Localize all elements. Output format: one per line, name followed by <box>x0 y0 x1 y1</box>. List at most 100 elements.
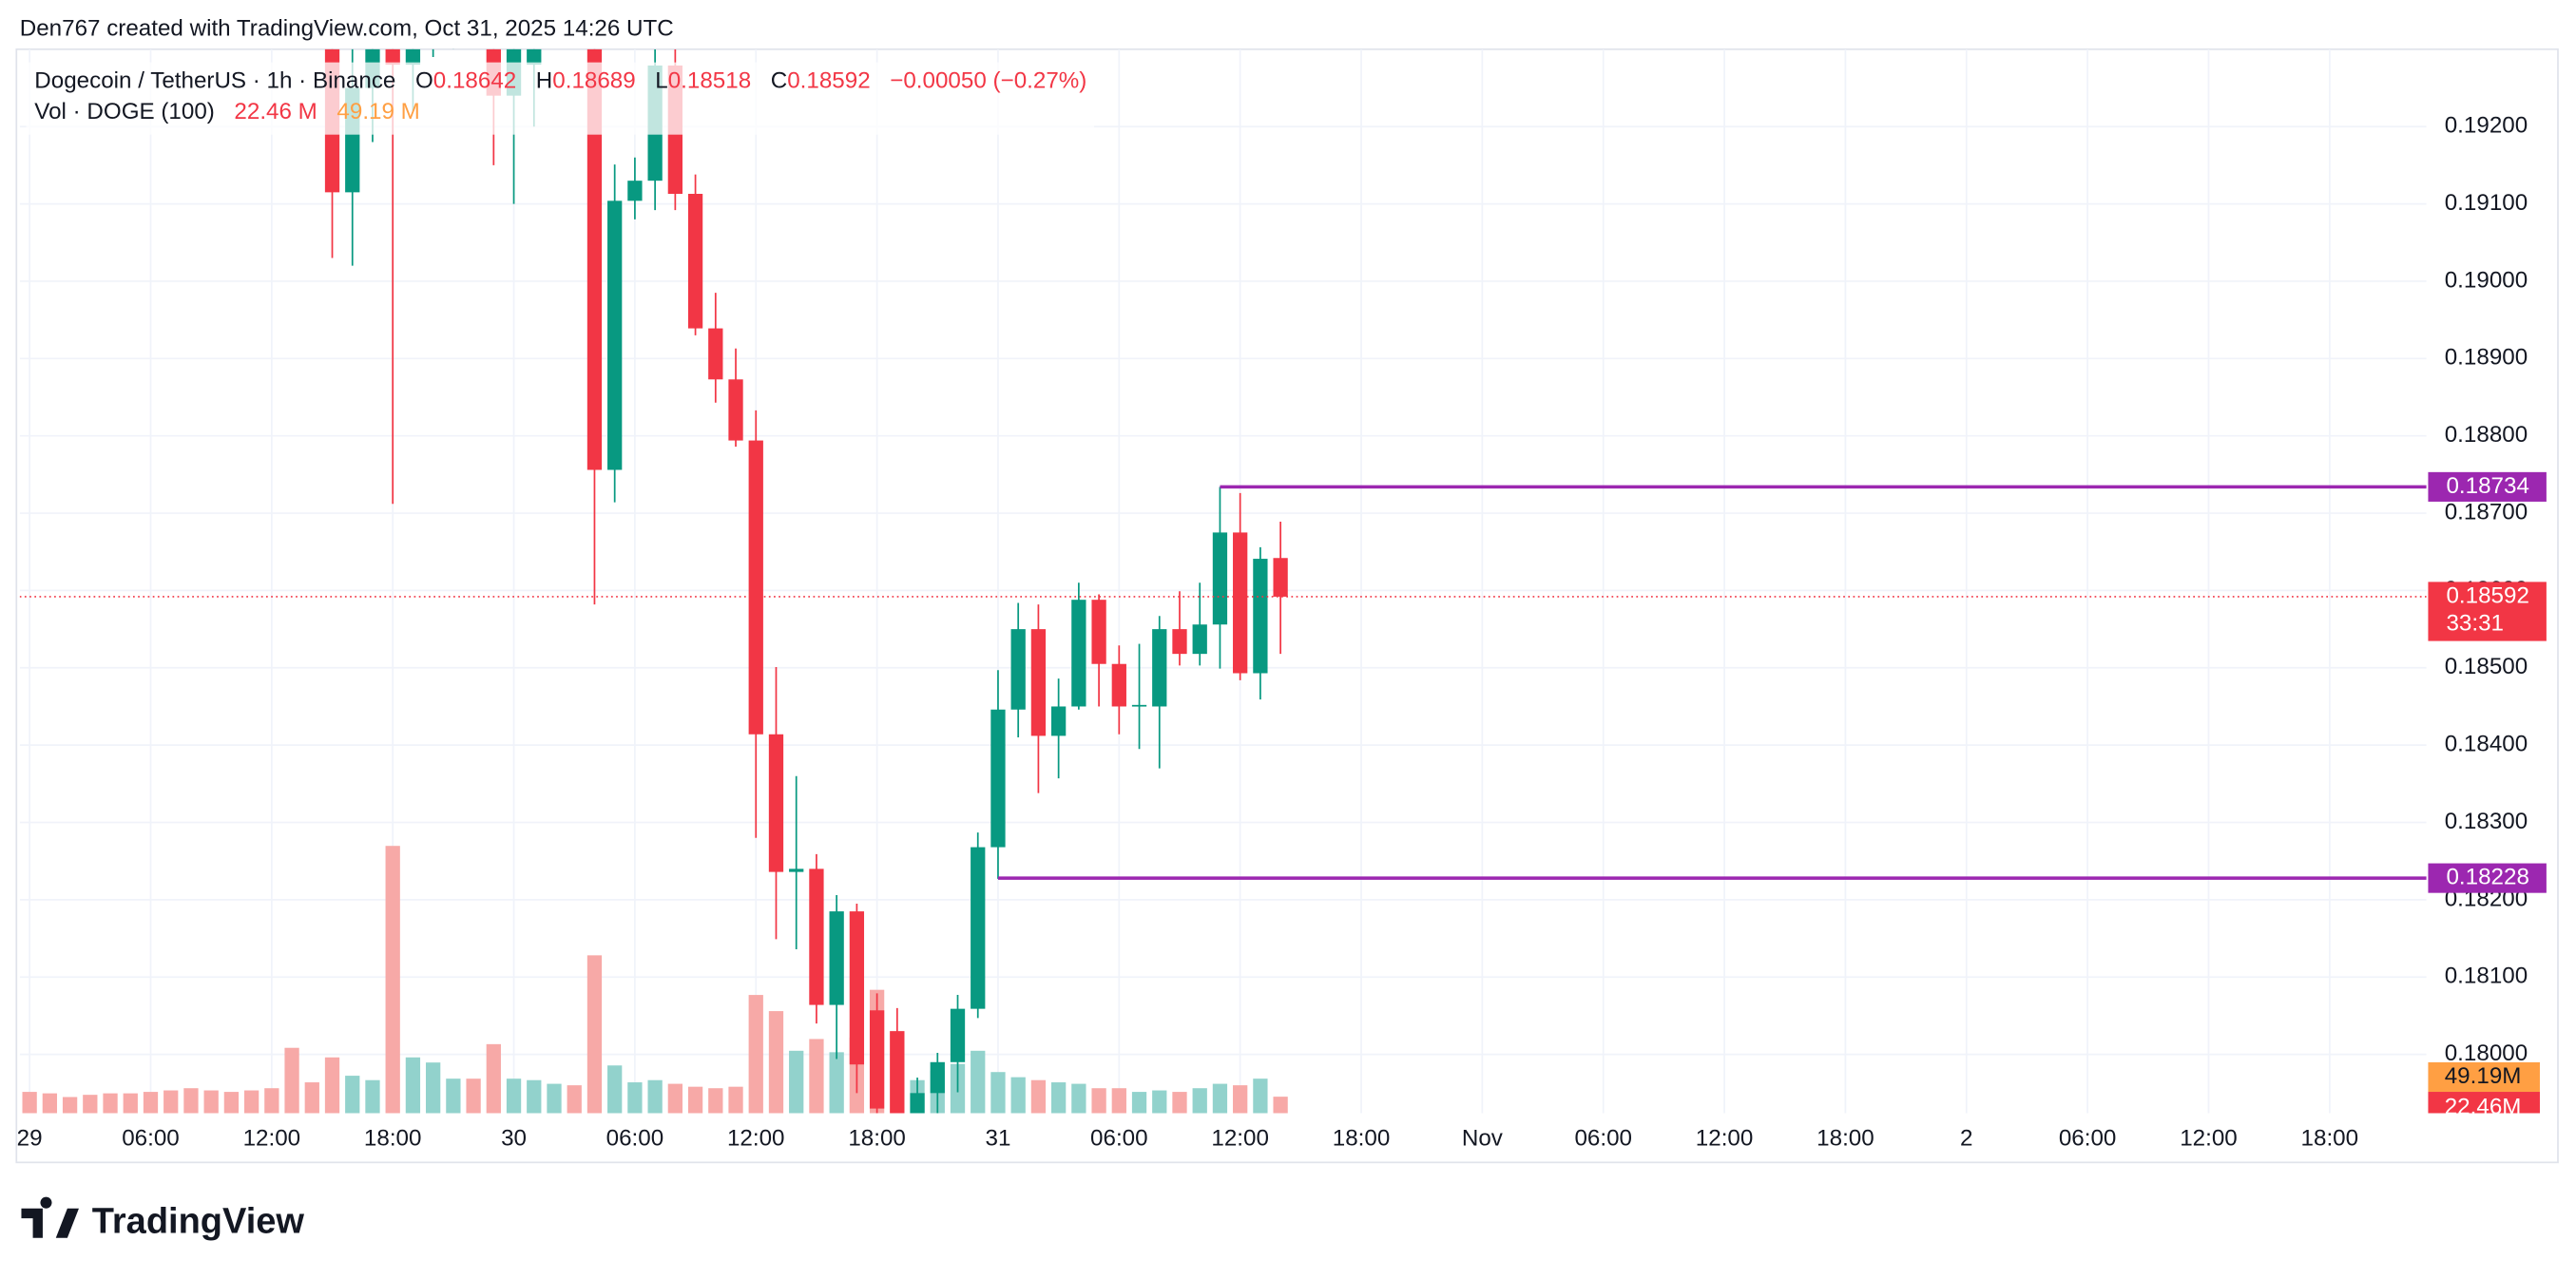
candle-body <box>1030 629 1047 736</box>
volume-tag-label: 22.46M <box>2445 1095 2522 1120</box>
candle-body <box>1131 704 1147 707</box>
candle-body <box>789 869 804 872</box>
symbol-title: Dogecoin / TetherUS · 1h · Binance <box>34 68 395 94</box>
candle-body <box>728 379 743 441</box>
volume-bar <box>708 1088 723 1114</box>
x-tick-label: 18:00 <box>364 1126 422 1152</box>
volume-bar <box>1030 1079 1047 1114</box>
volume-bar <box>506 1079 522 1114</box>
volume-bar <box>385 846 400 1114</box>
volume-bar <box>22 1092 37 1114</box>
volume-ma-tag <box>2428 1061 2540 1093</box>
volume-bar <box>829 1052 844 1114</box>
volume-bar <box>486 1043 501 1114</box>
candle-body <box>586 48 603 470</box>
x-tick-label: 29 <box>17 1126 43 1152</box>
volume-bar <box>1192 1088 1207 1114</box>
x-tick-label: 12:00 <box>1211 1126 1269 1152</box>
candle-body <box>547 0 561 10</box>
volume-bar <box>971 1050 986 1114</box>
volume-bar <box>687 1086 703 1114</box>
x-tick-label: 12:00 <box>2180 1126 2238 1152</box>
volume-bar <box>809 1039 824 1114</box>
x-tick-label: 18:00 <box>848 1126 906 1152</box>
volume-bar <box>264 1088 279 1114</box>
candle-body <box>829 911 844 1005</box>
volume-bar <box>365 1079 380 1114</box>
volume-bar <box>183 1088 199 1114</box>
change: −0.00050 (−0.27%) <box>890 68 1086 94</box>
ohlc-key: H <box>536 68 552 94</box>
volume-title: Vol · DOGE (100) <box>34 100 215 125</box>
volume-bar <box>123 1093 138 1114</box>
candle-body <box>930 1061 945 1094</box>
candle-body <box>1172 629 1187 655</box>
volume-bar <box>1152 1090 1167 1114</box>
volume-bar <box>345 1076 360 1114</box>
x-tick-label: 18:00 <box>2301 1126 2359 1152</box>
y-tick-label: 0.18700 <box>2445 499 2528 525</box>
axes: 29 06:00 12:00 18:00 30 06:00 12:00 18:00 31 06:0… <box>17 113 2547 1152</box>
price-tag-label: 0.18734 <box>2446 473 2528 499</box>
candle-body <box>869 1010 885 1109</box>
logo: TradingView <box>21 1196 304 1241</box>
y-tick-label: 0.18400 <box>2445 732 2528 757</box>
candle-body <box>708 328 723 380</box>
volume-bar <box>163 1090 179 1114</box>
ohlc-value: 0.18642 <box>433 68 516 94</box>
y-tick-label: 0.18900 <box>2445 345 2528 371</box>
candle-body <box>1091 600 1106 664</box>
volume-bar <box>1131 1092 1147 1114</box>
volume-bar <box>284 1047 299 1114</box>
y-tick-label: 0.18500 <box>2445 654 2528 679</box>
x-tick-label: 18:00 <box>1817 1126 1874 1152</box>
x-tick-label: 06:00 <box>122 1126 180 1152</box>
volume-bar <box>1071 1083 1086 1114</box>
y-tick-label: 0.18800 <box>2445 422 2528 448</box>
volume-bar <box>586 955 603 1114</box>
x-tick-label: 18:00 <box>1333 1126 1391 1152</box>
price-tag <box>2428 471 2547 502</box>
volume-bar <box>1273 1097 1288 1114</box>
price-tag <box>2428 863 2547 893</box>
volume-bar <box>42 1093 58 1114</box>
candle-body <box>1071 600 1086 707</box>
volume-bar <box>466 1079 481 1114</box>
frame <box>15 48 2559 1164</box>
ohlc-value: 0.18689 <box>552 68 635 94</box>
candle-body <box>527 48 542 66</box>
volume-bar <box>446 1079 461 1114</box>
volume-bar <box>1253 1079 1268 1114</box>
ohlc-key: L <box>655 68 667 94</box>
volume-bar <box>567 1085 582 1114</box>
volume-bar <box>143 1092 159 1114</box>
volume-ma-tag-label: 49.19M <box>2445 1063 2522 1089</box>
candle-body <box>687 193 703 329</box>
volume-tag <box>2428 1092 2540 1114</box>
last-price-label: 0.18592 <box>2446 582 2528 608</box>
candle-body <box>1192 624 1207 655</box>
volume-bar <box>789 1050 804 1114</box>
last-price-tag <box>2428 582 2547 641</box>
volume-bar <box>1172 1092 1187 1114</box>
candle-body <box>971 847 986 1009</box>
volume-ma-value: 49.19 M <box>336 100 419 125</box>
volume-bar <box>990 1072 1006 1114</box>
candle-body <box>950 1008 966 1062</box>
y-tick-label: 0.18000 <box>2445 1040 2528 1066</box>
volume-bar <box>1233 1085 1248 1114</box>
volume-bar <box>748 995 763 1114</box>
y-tick-label: 0.18100 <box>2445 964 2528 989</box>
y-tick-label: 0.18300 <box>2445 809 2528 834</box>
candle-body <box>890 1031 905 1114</box>
y-tick-label: 0.19200 <box>2445 113 2528 139</box>
candle-body <box>1111 663 1126 707</box>
x-tick-label: 06:00 <box>1574 1126 1632 1152</box>
volume-bar <box>62 1097 78 1114</box>
volume-bar <box>83 1095 98 1114</box>
candle-body <box>1010 629 1026 710</box>
volume-bar <box>768 1011 784 1114</box>
volume-bar <box>203 1090 219 1114</box>
candle-body <box>809 869 824 1005</box>
